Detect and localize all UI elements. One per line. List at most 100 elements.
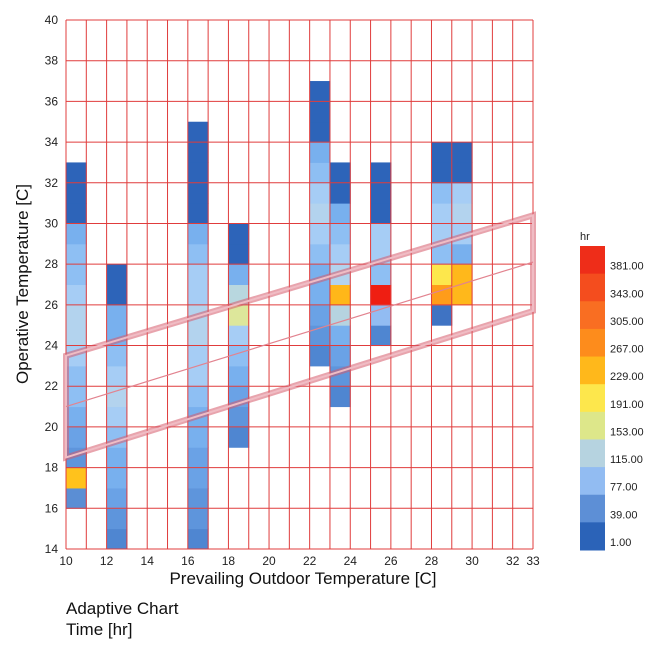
heatmap-cell: [451, 284, 473, 306]
heatmap-cell: [329, 304, 351, 326]
heatmap-cell: [106, 304, 128, 326]
heatmap-cell: [66, 487, 87, 509]
heatmap-cell: [187, 508, 209, 530]
heatmap-cell: [106, 284, 128, 306]
heatmap-cell: [228, 264, 250, 285]
legend-label: 305.00: [610, 316, 644, 328]
legend-swatch: [580, 301, 605, 330]
heatmap-cell: [451, 142, 473, 163]
heatmap-cell: [431, 304, 453, 326]
heatmap-cell: [329, 345, 351, 367]
heatmap-cell: [228, 325, 250, 347]
heatmap-cell: [66, 304, 87, 326]
legend-swatch: [580, 494, 605, 523]
comfort-band-inner: [65, 213, 534, 459]
heatmap-cell: [370, 182, 392, 204]
color-legend: hr 381.00 343.00 305.00 267.00 229.00 191.00 1…: [580, 231, 644, 551]
x-tick-label: 16: [181, 554, 195, 568]
heatmap-cell: [106, 447, 128, 469]
heatmap-cell: [431, 264, 453, 285]
legend-swatch: [580, 356, 605, 385]
heatmap-cell: [370, 264, 392, 285]
legend-swatch: [580, 411, 605, 440]
heatmap-cell: [329, 182, 351, 204]
y-tick-label: 40: [45, 13, 59, 27]
heatmap-cell: [187, 264, 209, 285]
heatmap-cell: [66, 203, 87, 224]
heatmap-cell: [228, 345, 250, 367]
heatmap-cell: [187, 243, 209, 265]
heatmap-cell: [370, 162, 392, 184]
legend-swatch: [580, 384, 605, 413]
x-tick-label: 28: [425, 554, 439, 568]
x-axis-ticks: 10 12 14 16 18 20 22 24 26 28 30 32 33: [59, 554, 540, 568]
x-tick-label: 14: [141, 554, 155, 568]
heatmap-cell: [66, 325, 87, 347]
heatmap-cell: [187, 426, 209, 448]
legend-label: 229.00: [610, 371, 644, 383]
heatmap-cell: [370, 304, 392, 326]
legend-swatch: [580, 467, 605, 496]
heatmap-cell: [66, 243, 87, 265]
heatmap-cell: [451, 243, 473, 265]
heatmap-cell: [66, 182, 87, 204]
x-tick-label: 24: [344, 554, 358, 568]
y-tick-label: 30: [45, 216, 59, 230]
heatmap-cell: [106, 345, 128, 367]
legend-swatch: [580, 328, 605, 358]
legend-label: 115.00: [610, 454, 643, 466]
heatmap-cell: [370, 203, 392, 224]
heatmap-cell: [431, 243, 453, 265]
heatmap-cell: [187, 365, 209, 387]
heatmap-cell: [431, 203, 453, 224]
x-tick-label: 22: [303, 554, 317, 568]
heatmap-cell: [309, 284, 331, 306]
heatmap-cell: [309, 182, 331, 204]
comfort-band-center-line: [65, 261, 534, 408]
comfort-band: [63, 211, 536, 462]
legend-swatch: [580, 246, 605, 275]
y-tick-label: 38: [45, 54, 59, 68]
x-tick-label: 32: [506, 554, 520, 568]
legend-label: 153.00: [610, 426, 644, 438]
heatmap-cell: [187, 325, 209, 347]
y-tick-label: 28: [45, 257, 59, 271]
x-tick-label: 10: [59, 554, 73, 568]
heatmap-cell: [66, 162, 87, 184]
y-tick-label: 26: [45, 298, 59, 312]
heatmap-cell: [451, 264, 473, 285]
y-tick-label: 22: [45, 379, 59, 393]
heatmap-cell: [106, 508, 128, 530]
heatmap-cell: [370, 284, 392, 306]
heatmap-cell: [451, 203, 473, 224]
y-tick-label: 34: [45, 135, 59, 149]
heatmap-cell: [187, 121, 209, 143]
grid-lines: [65, 19, 534, 550]
heatmap-cell: [106, 365, 128, 387]
y-tick-label: 16: [45, 501, 59, 515]
heatmap-cell: [431, 182, 453, 204]
y-tick-label: 14: [45, 542, 59, 556]
heatmap-cell: [228, 365, 250, 387]
legend-label: 39.00: [610, 509, 638, 521]
heatmap-cell: [187, 284, 209, 306]
heatmap-cell: [106, 386, 128, 408]
heatmap-cell: [106, 487, 128, 509]
heatmap-cell: [309, 325, 331, 347]
heatmap-cell: [451, 162, 473, 184]
heatmap-cell: [66, 223, 87, 245]
x-tick-label: 26: [384, 554, 398, 568]
heatmap-cell: [187, 345, 209, 367]
heatmap-cell: [370, 223, 392, 245]
heatmap-cell: [228, 426, 250, 448]
x-tick-label: 33: [526, 554, 540, 568]
heatmap-cell: [309, 203, 331, 224]
legend-swatch: [580, 522, 605, 551]
heatmap-cell: [66, 406, 87, 428]
legend-label: 191.00: [610, 399, 644, 411]
heatmap-cell: [329, 243, 351, 265]
legend-swatch: [580, 273, 605, 302]
heatmap-cell: [66, 365, 87, 387]
heatmap-cell: [309, 121, 331, 143]
heatmap-cell: [187, 447, 209, 469]
